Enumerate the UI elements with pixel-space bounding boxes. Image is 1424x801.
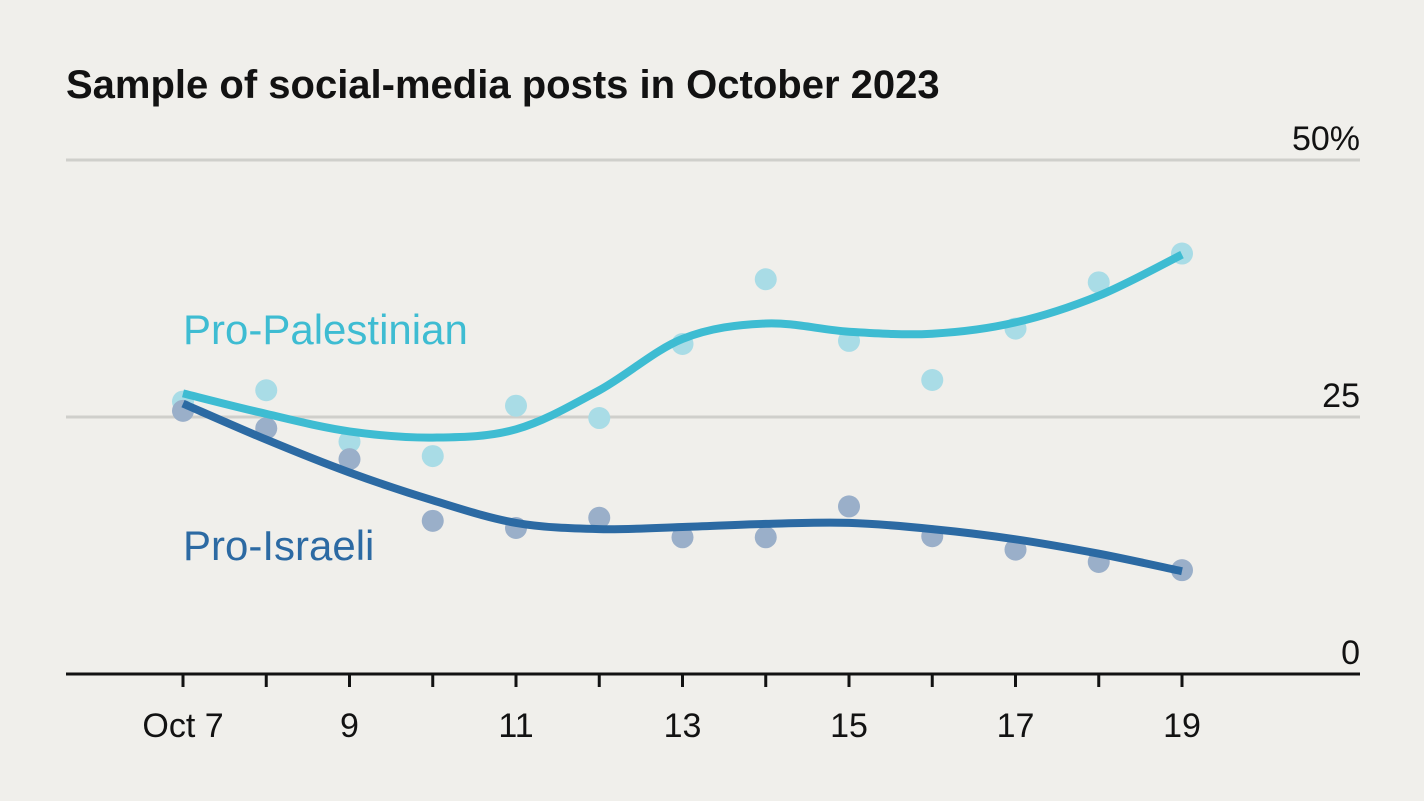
data-point-pro-palestinian xyxy=(255,379,278,402)
series-labels: Pro-Palestinian Pro-Israeli xyxy=(183,306,468,569)
chart-title: Sample of social-media posts in October … xyxy=(66,63,940,107)
data-point-pro-palestinian xyxy=(588,407,611,430)
data-point-pro-israeli xyxy=(671,526,694,549)
data-point-pro-palestinian xyxy=(1087,271,1110,294)
y-tick-label: 0 xyxy=(1341,634,1360,672)
x-tick-label: 13 xyxy=(664,707,702,745)
x-tick-label: Oct 7 xyxy=(142,707,223,745)
series-label-pro-israeli: Pro-Israeli xyxy=(183,522,374,569)
trend-line-pro-israeli xyxy=(181,399,1183,576)
data-point-pro-israeli xyxy=(754,526,777,549)
y-tick-label: 25 xyxy=(1322,377,1360,415)
data-point-pro-israeli xyxy=(838,495,860,518)
x-tick-label: 15 xyxy=(830,707,868,745)
data-point-pro-israeli xyxy=(588,506,611,529)
x-tick-label: 19 xyxy=(1163,707,1201,745)
x-tick-label: 11 xyxy=(498,707,533,745)
trend-line-pro-palestinian xyxy=(182,251,1184,442)
data-point-pro-palestinian xyxy=(754,268,777,291)
gridlines xyxy=(66,158,1360,419)
data-point-pro-palestinian xyxy=(505,394,527,417)
series-label-pro-palestinian: Pro-Palestinian xyxy=(183,306,468,353)
x-tick-label: 9 xyxy=(340,707,359,745)
data-point-pro-palestinian xyxy=(421,445,444,468)
data-point-pro-palestinian xyxy=(921,368,944,391)
y-axis-tick-labels: 50% 25 0 xyxy=(1292,120,1360,672)
x-axis: Oct 7 9 11 13 15 17 19 xyxy=(66,672,1360,745)
trend-lines xyxy=(181,251,1184,576)
y-tick-label: 50% xyxy=(1292,120,1360,158)
x-tick-label: 17 xyxy=(997,707,1035,745)
data-point-pro-israeli xyxy=(421,509,444,532)
data-point-pro-israeli xyxy=(338,448,361,471)
